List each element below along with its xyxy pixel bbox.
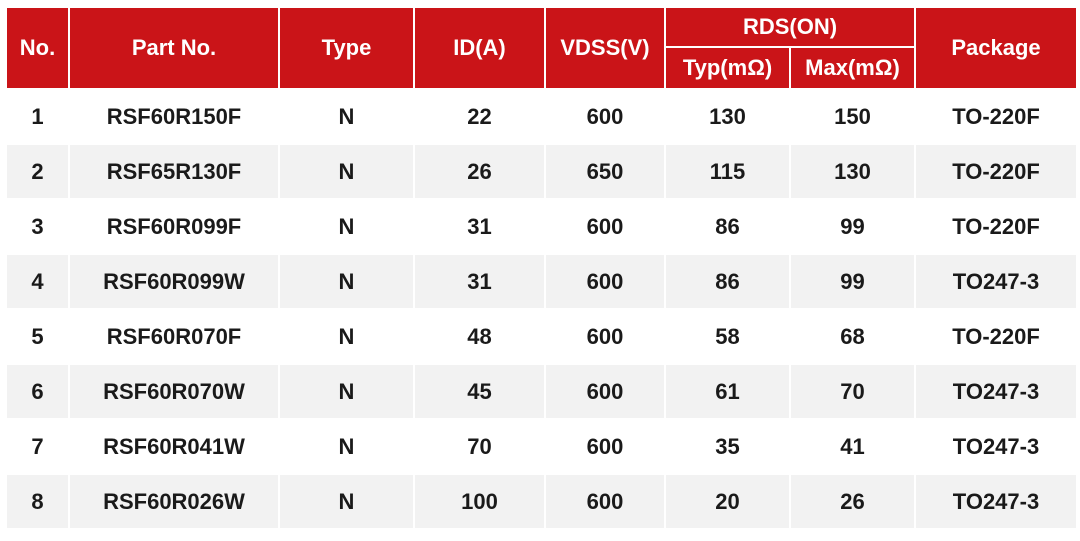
table-row: 5 RSF60R070F N 48 600 58 68 TO-220F (5, 308, 1079, 365)
cell-part-no: RSF60R099F (68, 198, 280, 255)
cell-part-no: RSF60R070W (68, 363, 280, 420)
cell-id-a: 48 (413, 308, 546, 365)
cell-rds-max: 130 (788, 143, 917, 200)
cell-id-a: 31 (413, 198, 546, 255)
cell-vdss-v: 600 (544, 253, 666, 310)
cell-rds-typ: 115 (664, 143, 791, 200)
cell-type: N (278, 418, 415, 475)
cell-rds-max: 26 (788, 473, 917, 530)
cell-rds-typ: 58 (664, 308, 791, 365)
cell-package: TO-220F (914, 88, 1079, 145)
cell-no: 5 (5, 308, 70, 365)
table-row: 6 RSF60R070W N 45 600 61 70 TO247-3 (5, 363, 1079, 420)
cell-vdss-v: 600 (544, 198, 666, 255)
cell-package: TO-220F (914, 198, 1079, 255)
column-header-rds-on: RDS(ON) (663, 6, 917, 48)
cell-part-no: RSF65R130F (68, 143, 280, 200)
table-body: 1 RSF60R150F N 22 600 130 150 TO-220F 2 … (5, 88, 1079, 530)
cell-rds-max: 41 (788, 418, 917, 475)
cell-vdss-v: 650 (544, 143, 666, 200)
cell-package: TO247-3 (914, 253, 1079, 310)
cell-rds-typ: 86 (664, 253, 791, 310)
cell-vdss-v: 600 (544, 473, 666, 530)
cell-package: TO247-3 (914, 473, 1079, 530)
cell-rds-typ: 130 (664, 88, 791, 145)
cell-part-no: RSF60R041W (68, 418, 280, 475)
cell-no: 8 (5, 473, 70, 530)
cell-no: 2 (5, 143, 70, 200)
cell-rds-typ: 20 (664, 473, 791, 530)
cell-part-no: RSF60R150F (68, 88, 280, 145)
cell-part-no: RSF60R099W (68, 253, 280, 310)
cell-type: N (278, 88, 415, 145)
table-header: No. Part No. Type ID(A) VDSS(V) RDS(ON) … (5, 6, 1079, 90)
cell-id-a: 31 (413, 253, 546, 310)
cell-vdss-v: 600 (544, 418, 666, 475)
cell-type: N (278, 308, 415, 365)
cell-id-a: 100 (413, 473, 546, 530)
cell-type: N (278, 473, 415, 530)
cell-vdss-v: 600 (544, 308, 666, 365)
table-row: 1 RSF60R150F N 22 600 130 150 TO-220F (5, 88, 1079, 145)
column-header-rds-typ: Typ(mΩ) (664, 46, 791, 90)
mosfet-spec-table: No. Part No. Type ID(A) VDSS(V) RDS(ON) … (5, 6, 1079, 530)
cell-id-a: 70 (413, 418, 546, 475)
cell-rds-typ: 86 (664, 198, 791, 255)
cell-rds-max: 150 (788, 88, 917, 145)
table-row: 3 RSF60R099F N 31 600 86 99 TO-220F (5, 198, 1079, 255)
cell-rds-max: 99 (788, 198, 917, 255)
cell-rds-max: 68 (788, 308, 917, 365)
cell-no: 4 (5, 253, 70, 310)
cell-type: N (278, 363, 415, 420)
column-header-vdss-v: VDSS(V) (544, 6, 666, 90)
cell-vdss-v: 600 (544, 363, 666, 420)
column-header-no: No. (5, 6, 70, 90)
table-row: 8 RSF60R026W N 100 600 20 26 TO247-3 (5, 473, 1079, 530)
column-header-rds-max: Max(mΩ) (788, 46, 917, 90)
cell-package: TO247-3 (914, 418, 1079, 475)
cell-no: 1 (5, 88, 70, 145)
column-header-package: Package (914, 6, 1079, 90)
cell-id-a: 45 (413, 363, 546, 420)
cell-package: TO247-3 (914, 363, 1079, 420)
cell-type: N (278, 253, 415, 310)
cell-no: 6 (5, 363, 70, 420)
cell-vdss-v: 600 (544, 88, 666, 145)
table-row: 2 RSF65R130F N 26 650 115 130 TO-220F (5, 143, 1079, 200)
column-header-type: Type (278, 6, 415, 90)
column-header-id-a: ID(A) (413, 6, 546, 90)
table-row: 7 RSF60R041W N 70 600 35 41 TO247-3 (5, 418, 1079, 475)
cell-rds-typ: 35 (664, 418, 791, 475)
column-header-part-no: Part No. (68, 6, 280, 90)
cell-package: TO-220F (914, 143, 1079, 200)
cell-type: N (278, 143, 415, 200)
cell-part-no: RSF60R070F (68, 308, 280, 365)
cell-part-no: RSF60R026W (68, 473, 280, 530)
cell-id-a: 26 (413, 143, 546, 200)
cell-rds-max: 99 (788, 253, 917, 310)
cell-id-a: 22 (413, 88, 546, 145)
cell-rds-max: 70 (788, 363, 917, 420)
table-row: 4 RSF60R099W N 31 600 86 99 TO247-3 (5, 253, 1079, 310)
cell-no: 3 (5, 198, 70, 255)
cell-rds-typ: 61 (664, 363, 791, 420)
cell-no: 7 (5, 418, 70, 475)
cell-type: N (278, 198, 415, 255)
cell-package: TO-220F (914, 308, 1079, 365)
